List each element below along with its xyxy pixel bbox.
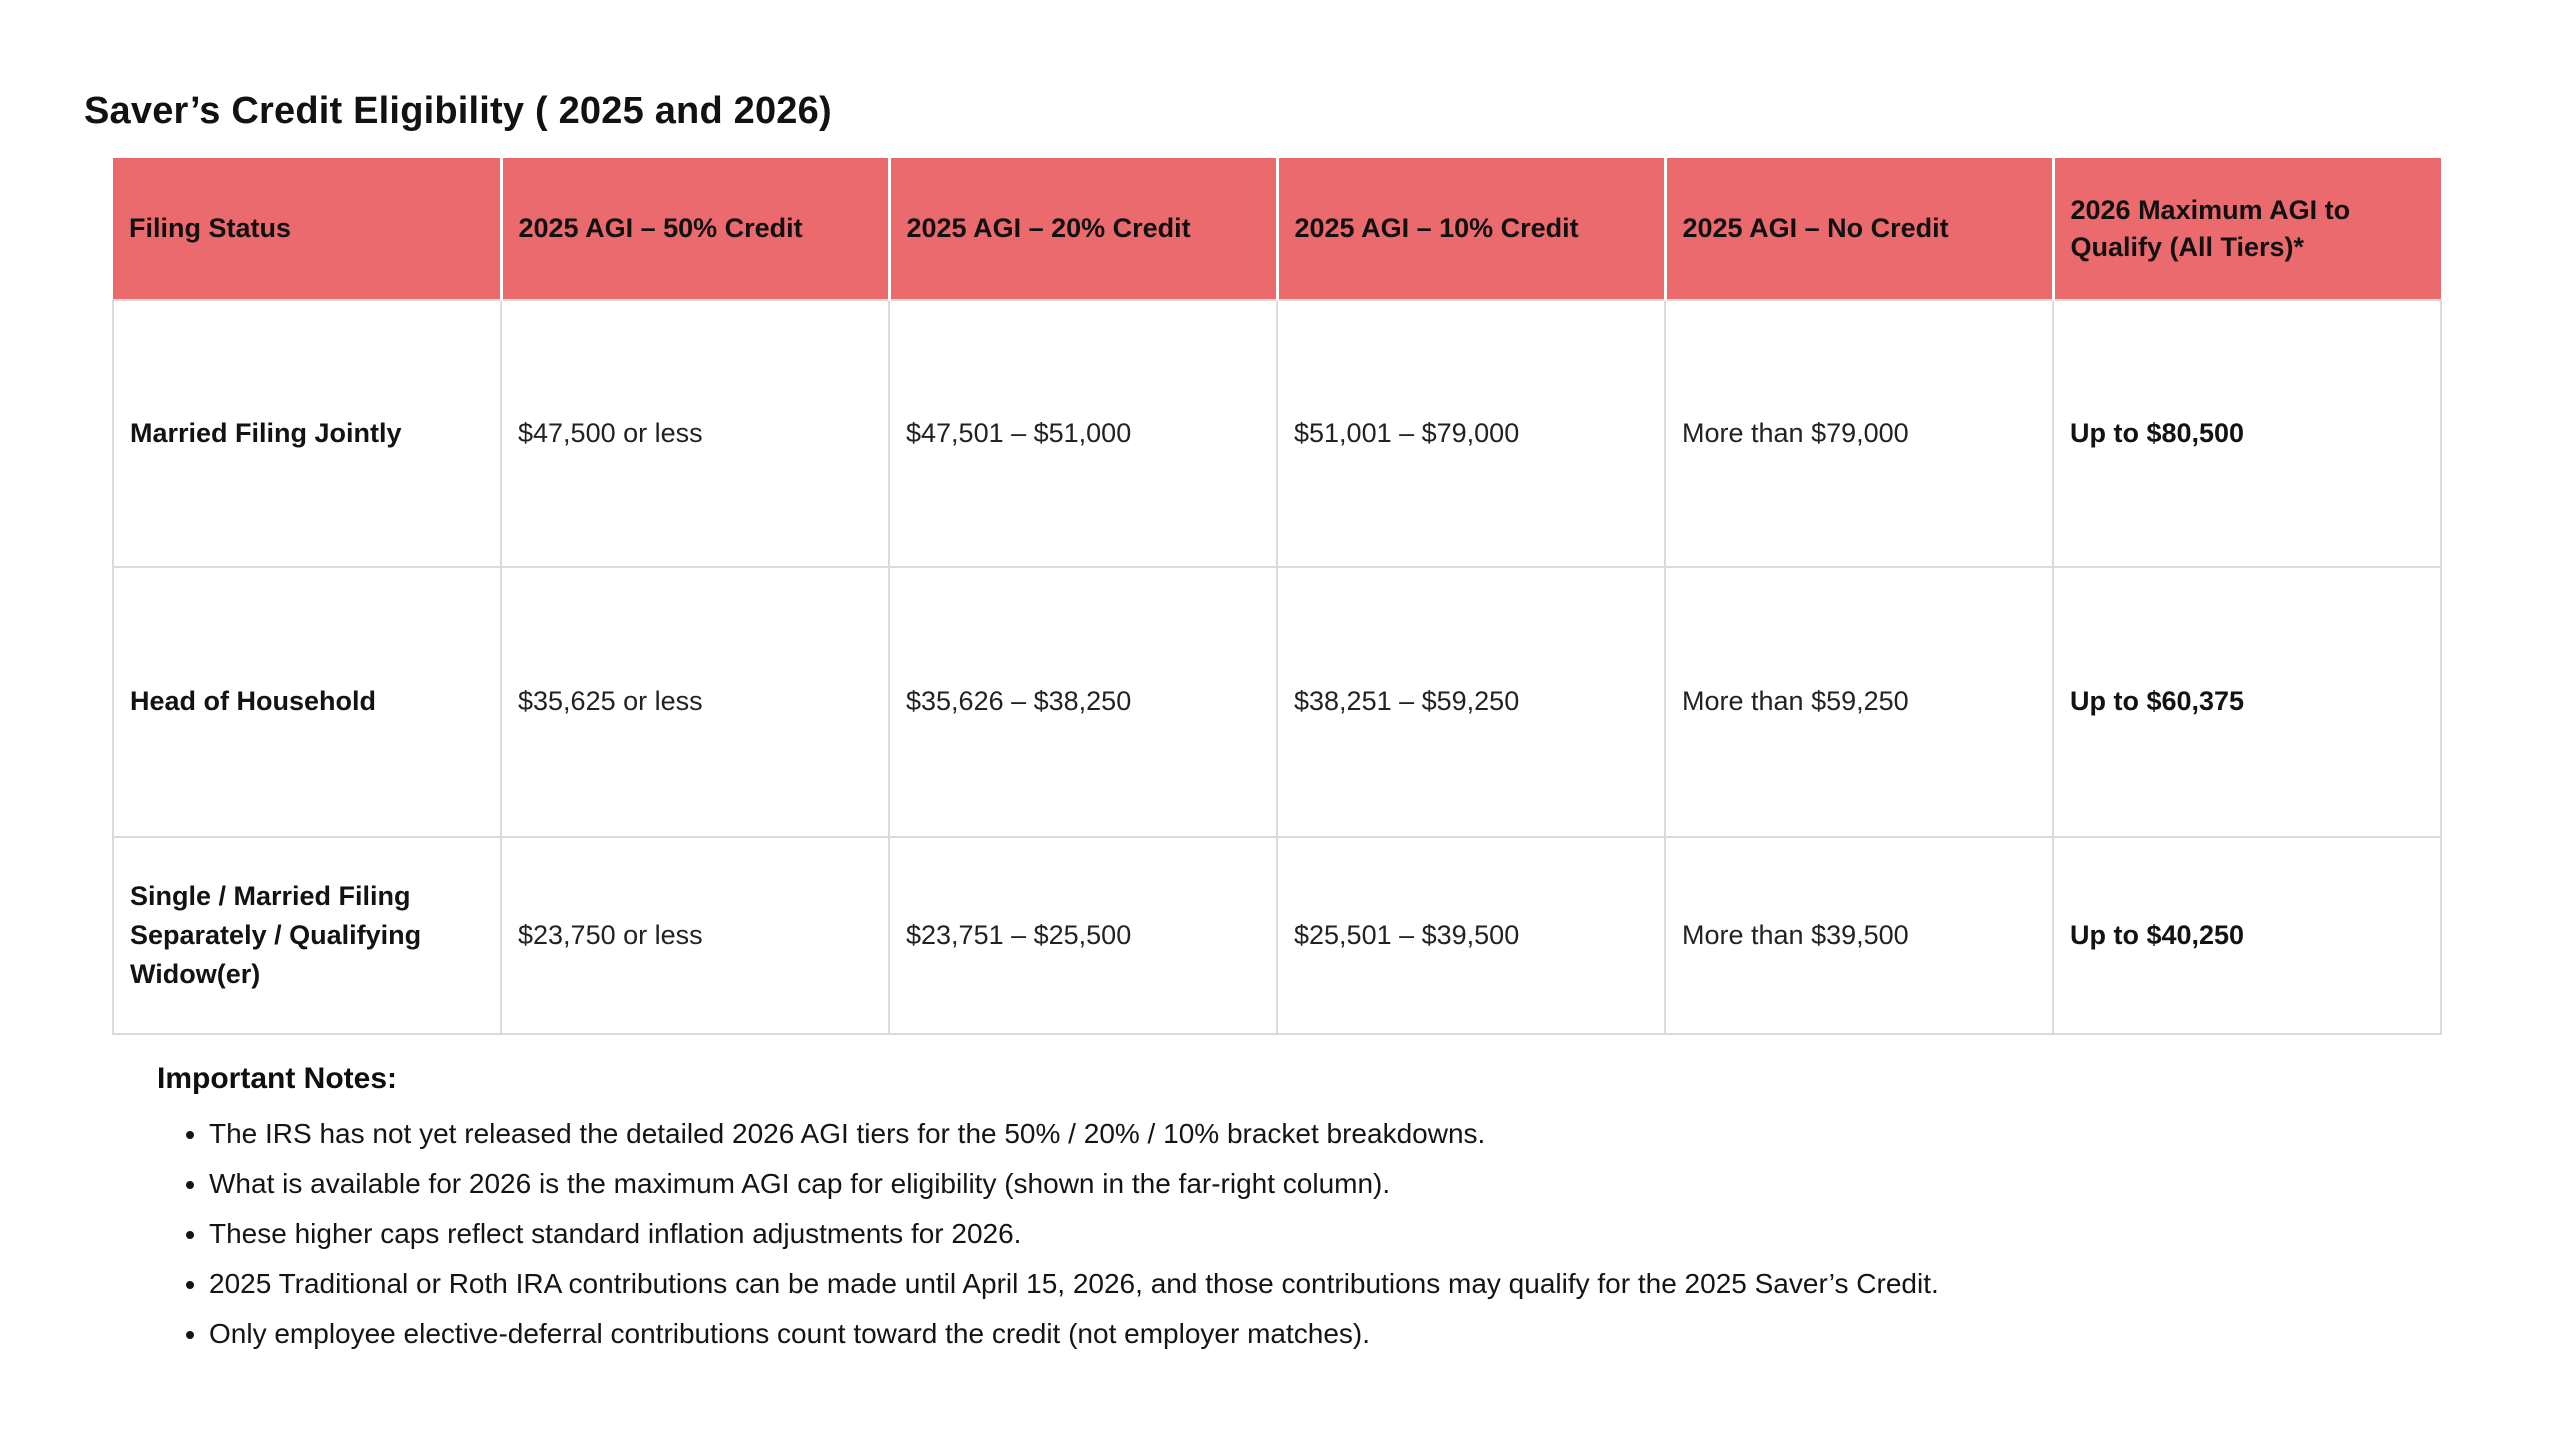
column-header-agi-50-credit: 2025 AGI – 50% Credit bbox=[499, 158, 889, 300]
cell-no-credit: More than $59,250 bbox=[1664, 566, 2054, 838]
note-item: These higher caps reflect standard infla… bbox=[209, 1216, 2417, 1251]
cell-no-credit: More than $39,500 bbox=[1664, 836, 2054, 1035]
cell-agi-20: $35,626 – $38,250 bbox=[888, 566, 1278, 838]
page-title: Saver’s Credit Eligibility ( 2025 and 20… bbox=[84, 90, 832, 132]
note-item: The IRS has not yet released the detaile… bbox=[209, 1116, 2417, 1151]
column-header-2026-max-agi: 2026 Maximum AGI to Qualify (All Tiers)* bbox=[2051, 158, 2441, 300]
note-item: Only employee elective-deferral contribu… bbox=[209, 1316, 2417, 1351]
cell-agi-20: $23,751 – $25,500 bbox=[888, 836, 1278, 1035]
cell-agi-50: $47,500 or less bbox=[500, 299, 890, 568]
cell-2026-max: Up to $40,250 bbox=[2052, 836, 2442, 1035]
note-item: 2025 Traditional or Roth IRA contributio… bbox=[209, 1266, 2417, 1301]
eligibility-table: Filing Status 2025 AGI – 50% Credit 2025… bbox=[112, 158, 2442, 1035]
cell-filing-status: Single / Married Filing Separately / Qua… bbox=[112, 836, 502, 1035]
table-row: Single / Married Filing Separately / Qua… bbox=[112, 836, 2442, 1035]
cell-agi-50: $35,625 or less bbox=[500, 566, 890, 838]
cell-agi-10: $25,501 – $39,500 bbox=[1276, 836, 1666, 1035]
notes-heading: Important Notes: bbox=[157, 1062, 397, 1095]
column-header-agi-no-credit: 2025 AGI – No Credit bbox=[1663, 158, 2053, 300]
column-header-agi-10-credit: 2025 AGI – 10% Credit bbox=[1275, 158, 1665, 300]
cell-filing-status: Head of Household bbox=[112, 566, 502, 838]
note-item: What is available for 2026 is the maximu… bbox=[209, 1166, 2417, 1201]
column-header-agi-20-credit: 2025 AGI – 20% Credit bbox=[887, 158, 1277, 300]
cell-no-credit: More than $79,000 bbox=[1664, 299, 2054, 568]
cell-2026-max: Up to $80,500 bbox=[2052, 299, 2442, 568]
table-row: Head of Household $35,625 or less $35,62… bbox=[112, 566, 2442, 838]
cell-agi-20: $47,501 – $51,000 bbox=[888, 299, 1278, 568]
notes-list: The IRS has not yet released the detaile… bbox=[157, 1116, 2417, 1351]
cell-agi-10: $38,251 – $59,250 bbox=[1276, 566, 1666, 838]
header-row: Filing Status 2025 AGI – 50% Credit 2025… bbox=[113, 158, 2441, 300]
eligibility-table-container: Filing Status 2025 AGI – 50% Credit 2025… bbox=[112, 158, 2442, 1035]
cell-filing-status: Married Filing Jointly bbox=[112, 299, 502, 568]
cell-2026-max: Up to $60,375 bbox=[2052, 566, 2442, 838]
cell-agi-50: $23,750 or less bbox=[500, 836, 890, 1035]
cell-agi-10: $51,001 – $79,000 bbox=[1276, 299, 1666, 568]
column-header-filing-status: Filing Status bbox=[113, 158, 501, 300]
table-row: Married Filing Jointly $47,500 or less $… bbox=[112, 299, 2442, 568]
important-notes-section: Important Notes: The IRS has not yet rel… bbox=[157, 1062, 2417, 1366]
